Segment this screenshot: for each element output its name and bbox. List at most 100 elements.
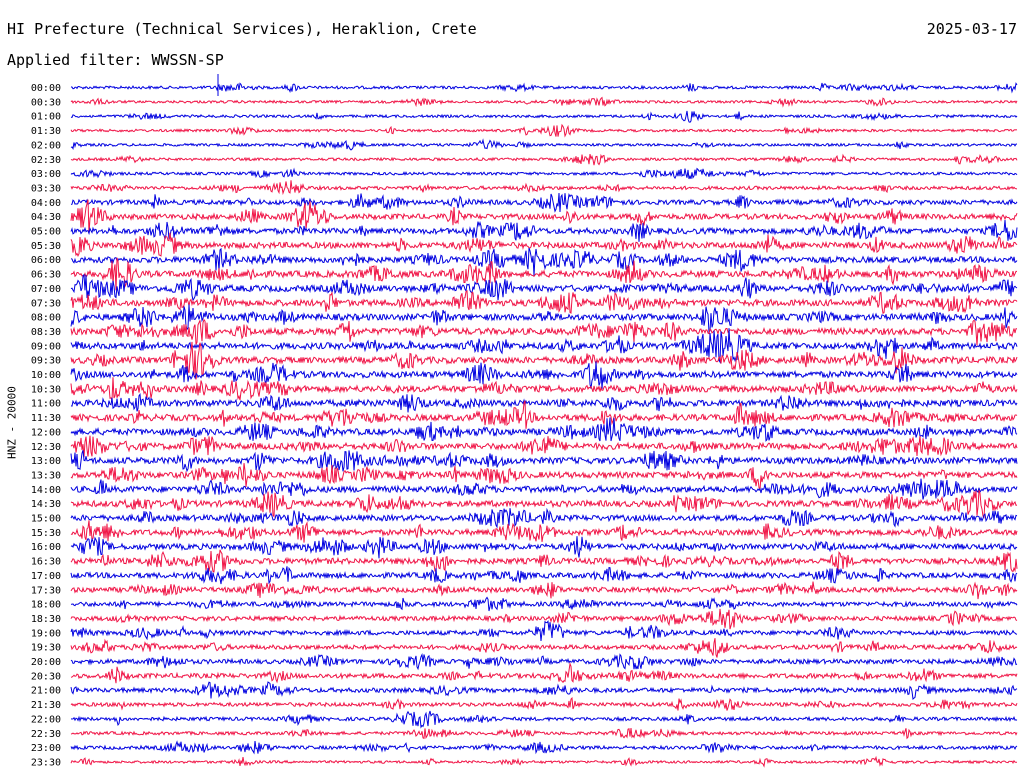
trace-row-1230 bbox=[70, 435, 1018, 458]
time-label: 09:00 bbox=[31, 341, 61, 352]
time-label: 04:00 bbox=[31, 198, 61, 209]
trace-row-1100 bbox=[70, 393, 1018, 413]
time-label: 17:00 bbox=[31, 571, 61, 582]
trace-row-0130 bbox=[70, 123, 1018, 138]
time-label: 14:30 bbox=[31, 499, 61, 510]
time-label: 22:00 bbox=[31, 714, 61, 725]
time-label: 00:00 bbox=[31, 83, 61, 94]
trace-row-1130 bbox=[70, 400, 1018, 429]
time-label: 04:30 bbox=[31, 212, 61, 223]
time-label: 16:30 bbox=[31, 557, 61, 568]
time-label: 03:00 bbox=[31, 169, 61, 180]
station-title: HI Prefecture (Technical Services), Hera… bbox=[7, 20, 477, 38]
trace-row-0700 bbox=[70, 273, 1018, 302]
trace-row-1400 bbox=[70, 478, 1018, 500]
trace-row-0000 bbox=[70, 82, 1018, 94]
time-label: 00:30 bbox=[31, 97, 61, 108]
time-label: 06:00 bbox=[31, 255, 61, 266]
trace-row-2300 bbox=[70, 740, 1018, 755]
time-labels: 00:00 00:30 01:00 01:30 02:00 02:30 03:00 03:30… bbox=[31, 83, 61, 768]
trace-row-2130 bbox=[70, 696, 1018, 711]
trace-date: 2025-03-17 bbox=[926, 20, 1017, 38]
trace-row-2330 bbox=[70, 755, 1018, 768]
time-label: 23:00 bbox=[31, 743, 61, 754]
trace-row-1500 bbox=[70, 507, 1018, 529]
trace-row-1330 bbox=[70, 463, 1018, 492]
trace-row-0500 bbox=[70, 220, 1018, 242]
trace-row-0800 bbox=[70, 304, 1018, 334]
trace-row-2200 bbox=[70, 710, 1018, 729]
time-label: 08:30 bbox=[31, 327, 61, 338]
seismic-traces bbox=[70, 74, 1018, 768]
time-label: 11:30 bbox=[31, 413, 61, 424]
trace-row-2030 bbox=[70, 661, 1018, 684]
time-label: 08:00 bbox=[31, 313, 61, 324]
trace-row-0830 bbox=[70, 318, 1017, 346]
time-label: 05:00 bbox=[31, 227, 61, 238]
trace-row-0630 bbox=[70, 257, 1017, 291]
time-label: 03:30 bbox=[31, 183, 61, 194]
trace-row-1000 bbox=[70, 361, 1018, 390]
time-label: 12:30 bbox=[31, 442, 61, 453]
time-label: 17:30 bbox=[31, 585, 61, 596]
time-label: 20:00 bbox=[31, 657, 61, 668]
time-label: 21:00 bbox=[31, 686, 61, 697]
time-label: 10:30 bbox=[31, 384, 61, 395]
time-label: 19:30 bbox=[31, 643, 61, 654]
trace-row-0600 bbox=[70, 247, 1018, 276]
trace-row-1030 bbox=[70, 377, 1018, 401]
trace-row-0400 bbox=[70, 192, 1018, 213]
trace-row-2230 bbox=[70, 727, 1018, 740]
trace-row-1530 bbox=[70, 520, 1018, 543]
trace-row-1630 bbox=[70, 549, 1018, 573]
trace-row-1800 bbox=[71, 596, 1018, 612]
time-label: 05:30 bbox=[31, 241, 61, 252]
filter-label: Applied filter: WWSSN-SP bbox=[7, 51, 224, 69]
time-label: 14:00 bbox=[31, 485, 61, 496]
time-label: 19:00 bbox=[31, 628, 61, 639]
time-label: 01:30 bbox=[31, 126, 61, 137]
trace-row-0330 bbox=[70, 180, 1018, 196]
trace-row-0200 bbox=[70, 138, 1018, 151]
time-label: 01:00 bbox=[31, 112, 61, 123]
time-label: 13:00 bbox=[31, 456, 61, 467]
time-label: 07:30 bbox=[31, 298, 61, 309]
trace-row-0030 bbox=[70, 96, 1018, 108]
trace-row-1900 bbox=[70, 620, 1018, 641]
trace-row-1730 bbox=[70, 581, 1018, 600]
trace-row-1430 bbox=[70, 490, 1018, 519]
trace-row-0900 bbox=[70, 328, 1018, 364]
trace-row-1600 bbox=[70, 536, 1018, 559]
trace-row-0100 bbox=[70, 110, 1018, 123]
time-label: 18:30 bbox=[31, 614, 61, 625]
trace-row-1700 bbox=[70, 566, 1018, 585]
trace-row-2000 bbox=[70, 652, 1018, 671]
time-label: 15:00 bbox=[31, 514, 61, 525]
trace-row-1930 bbox=[70, 638, 1018, 658]
time-label: 22:30 bbox=[31, 729, 61, 740]
trace-row-0430 bbox=[70, 199, 1018, 234]
time-label: 12:00 bbox=[31, 427, 61, 438]
time-label: 10:00 bbox=[31, 370, 61, 381]
time-label: 20:30 bbox=[31, 671, 61, 682]
time-label: 09:30 bbox=[31, 356, 61, 367]
time-label: 06:30 bbox=[31, 270, 61, 281]
trace-row-1200 bbox=[70, 417, 1018, 442]
trace-row-1300 bbox=[70, 450, 1018, 473]
trace-row-0530 bbox=[70, 232, 1018, 257]
trace-row-0230 bbox=[70, 153, 1018, 166]
time-label: 07:00 bbox=[31, 284, 61, 295]
time-label: 18:00 bbox=[31, 600, 61, 611]
time-label: 15:30 bbox=[31, 528, 61, 539]
time-label: 16:00 bbox=[31, 542, 61, 553]
time-label: 11:00 bbox=[31, 399, 61, 410]
time-label: 02:00 bbox=[31, 140, 61, 151]
time-label: 13:30 bbox=[31, 470, 61, 481]
trace-row-0930 bbox=[70, 341, 1018, 380]
time-label: 02:30 bbox=[31, 155, 61, 166]
time-label: 23:30 bbox=[31, 757, 61, 768]
trace-row-0300 bbox=[70, 167, 1018, 180]
trace-row-2100 bbox=[70, 681, 1018, 701]
trace-row-1830 bbox=[70, 608, 1018, 630]
